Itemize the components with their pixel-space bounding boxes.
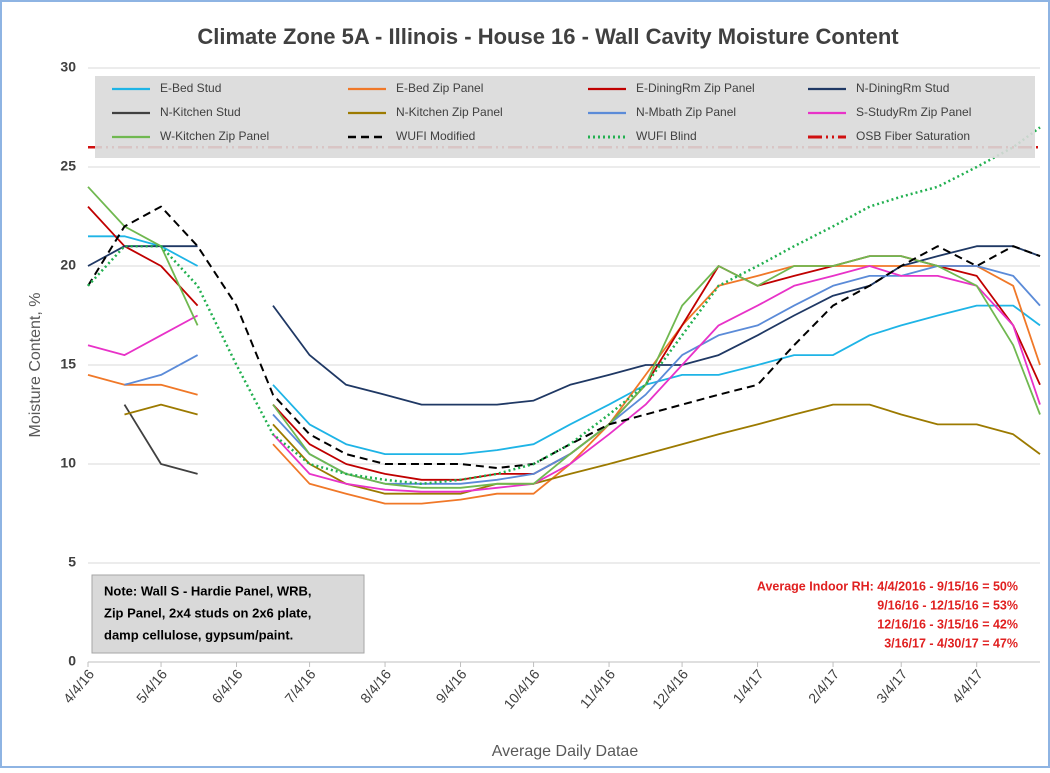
legend-label: WUFI Modified [396,129,475,143]
series-line [124,403,1041,495]
rh-note: Average Indoor RH: 4/4/2016 - 9/15/16 = … [757,579,1018,593]
y-axis-label: Moisture Content, % [27,293,44,438]
rh-note: 9/16/16 - 12/15/16 = 53% [877,598,1018,612]
y-tick-label: 15 [60,356,76,372]
series-line [87,265,1041,493]
legend-label: WUFI Blind [636,129,697,143]
legend-label: N-Kitchen Stud [160,105,241,119]
legend-label: E-DiningRm Zip Panel [636,81,755,95]
legend-label: E-Bed Stud [160,81,221,95]
legend-label: W-Kitchen Zip Panel [160,129,269,143]
legend-label: N-Kitchen Zip Panel [396,105,503,119]
series-line [87,186,1041,489]
legend-label: OSB Fiber Saturation [856,129,970,143]
rh-note: 3/16/17 - 4/30/17 = 47% [884,636,1018,650]
note-box [91,574,365,654]
series-line [87,205,1041,469]
y-tick-label: 10 [60,455,76,471]
series-line [88,235,1041,455]
note-text: Note: Wall S - Hardie Panel, WRB, [104,583,312,598]
legend-label: N-Mbath Zip Panel [636,105,736,119]
y-tick-label: 5 [68,554,76,570]
legend-box [95,76,1035,158]
legend-label: E-Bed Zip Panel [396,81,483,95]
legend-label: N-DiningRm Stud [856,81,949,95]
series-line [124,265,1041,485]
y-tick-label: 0 [68,653,76,669]
legend-label: S-StudyRm Zip Panel [856,105,971,119]
x-axis-label: Average Daily Datae [492,743,639,760]
series-line [87,265,1041,505]
note-text: Zip Panel, 2x4 studs on 2x6 plate, [104,605,311,620]
y-tick-label: 25 [60,158,76,174]
y-tick-label: 20 [60,257,76,273]
y-tick-label: 30 [60,59,76,75]
chart-title: Climate Zone 5A - Illinois - House 16 - … [197,24,899,49]
note-text: damp cellulose, gypsum/paint. [104,627,293,642]
rh-note: 12/16/16 - 3/15/16 = 42% [877,617,1018,631]
